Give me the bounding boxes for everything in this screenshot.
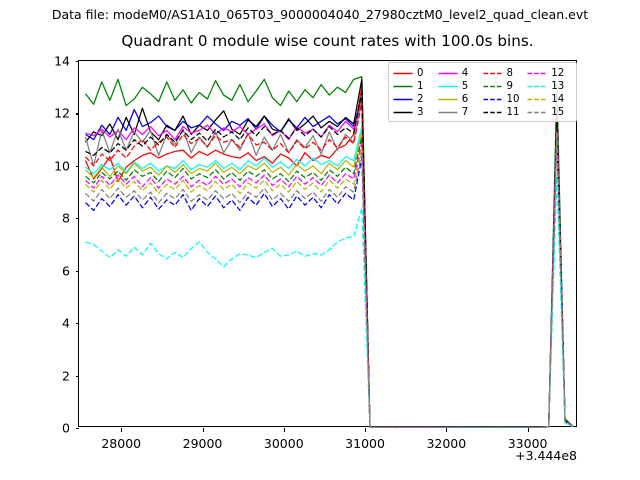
x-tick-label: 28000 <box>101 436 142 451</box>
legend-label-1: 1 <box>417 80 424 92</box>
legend-entry-1[interactable]: 1 <box>393 80 438 92</box>
y-tick-label: 10 <box>54 158 70 174</box>
y-tick-label: 0 <box>62 420 70 436</box>
series-line-10 <box>85 133 574 428</box>
series-line-13 <box>85 175 574 428</box>
y-tick-mark <box>75 165 79 167</box>
legend-entry-10[interactable]: 10 <box>483 93 528 105</box>
x-axis-offset-label: +3.444e8 <box>515 448 577 463</box>
legend-entry-2[interactable]: 2 <box>393 93 438 105</box>
legend-swatch-15 <box>527 111 547 113</box>
x-axis-ticks: 28000 29000 30000 31000 32000 33000 <box>79 428 578 468</box>
legend-swatch-14 <box>527 98 547 100</box>
y-tick-label: 12 <box>54 105 70 121</box>
y-tick-mark <box>75 323 79 325</box>
legend-label-2: 2 <box>417 93 424 105</box>
y-axis-ticks: 0 2 4 6 8 10 12 14 <box>54 54 578 436</box>
series-line-12 <box>85 129 574 428</box>
legend-swatch-11 <box>483 111 502 113</box>
x-tick-label: 30000 <box>263 436 304 451</box>
y-tick-label: 14 <box>54 53 70 69</box>
legend-label-6: 6 <box>461 93 469 105</box>
legend-label-4: 4 <box>461 67 469 79</box>
x-tick-mark <box>446 428 448 432</box>
legend-label-8: 8 <box>506 67 513 79</box>
x-tick-label: 33000 <box>507 436 548 451</box>
y-tick-label: 6 <box>62 263 70 279</box>
legend-swatch-3 <box>393 111 413 113</box>
legend-swatch-9 <box>483 85 502 87</box>
legend-entry-5[interactable]: 5 <box>438 80 483 92</box>
x-tick-mark <box>283 428 285 432</box>
legend-swatch-2 <box>393 98 413 100</box>
y-tick-mark <box>75 218 79 220</box>
legend-grid: 0 1 2 3 4 5 6 7 8 9 10 11 12 13 14 15 <box>393 67 572 118</box>
legend-label-7: 7 <box>461 106 469 118</box>
legend-swatch-4 <box>438 72 458 74</box>
legend-label-15: 15 <box>551 106 565 118</box>
legend-entry-6[interactable]: 6 <box>438 93 483 105</box>
legend-label-13: 13 <box>551 80 565 92</box>
legend-label-10: 10 <box>506 93 520 105</box>
legend-label-9: 9 <box>506 80 513 92</box>
legend-label-14: 14 <box>551 93 565 105</box>
legend-swatch-8 <box>483 72 502 74</box>
plot-lines-svg <box>84 76 574 428</box>
x-tick-mark <box>121 428 123 432</box>
y-tick-label: 4 <box>62 315 70 331</box>
legend-entry-14[interactable]: 14 <box>527 93 572 105</box>
y-tick-mark <box>75 61 79 63</box>
x-tick-label: 31000 <box>345 436 385 451</box>
legend-entry-4[interactable]: 4 <box>438 67 483 79</box>
legend-entry-7[interactable]: 7 <box>438 106 483 118</box>
y-tick-mark <box>75 375 79 377</box>
series-line-15 <box>85 136 574 428</box>
legend-entry-3[interactable]: 3 <box>393 106 438 118</box>
legend-entry-15[interactable]: 15 <box>527 106 572 118</box>
legend-swatch-1 <box>393 85 413 87</box>
x-tick-label: 29000 <box>182 436 223 451</box>
legend-swatch-13 <box>527 85 547 87</box>
legend-entry-0[interactable]: 0 <box>393 67 438 79</box>
series-line-14 <box>85 132 574 428</box>
x-tick-mark <box>527 428 529 432</box>
data-file-label: Data file: modeM0/AS1A10_065T03_90000040… <box>51 7 589 22</box>
y-tick-label: 8 <box>62 210 70 226</box>
y-tick-label: 2 <box>62 368 70 384</box>
legend-label-5: 5 <box>461 80 469 92</box>
legend-entry-8[interactable]: 8 <box>483 67 528 79</box>
legend-swatch-6 <box>438 98 458 100</box>
legend-swatch-7 <box>438 111 458 113</box>
legend-label-12: 12 <box>551 67 565 79</box>
legend-entry-11[interactable]: 11 <box>483 106 528 118</box>
legend-swatch-12 <box>527 72 547 74</box>
x-tick-mark <box>202 428 204 432</box>
legend-entry-9[interactable]: 9 <box>483 80 528 92</box>
y-tick-mark <box>75 270 79 272</box>
legend-swatch-10 <box>483 98 502 100</box>
legend-entry-13[interactable]: 13 <box>527 80 572 92</box>
x-tick-mark <box>365 428 367 432</box>
legend[interactable]: 0 1 2 3 4 5 6 7 8 9 10 11 12 13 14 15 <box>388 62 577 122</box>
y-tick-mark <box>75 113 79 115</box>
legend-swatch-5 <box>438 85 458 87</box>
chart-title: Quadrant 0 module wise count rates with … <box>121 32 534 50</box>
legend-label-3: 3 <box>417 106 424 118</box>
y-tick-mark <box>75 428 79 430</box>
legend-swatch-0 <box>393 72 413 74</box>
x-tick-label: 32000 <box>426 436 467 451</box>
legend-label-11: 11 <box>506 106 520 118</box>
legend-label-0: 0 <box>417 67 424 79</box>
legend-entry-12[interactable]: 12 <box>527 67 572 79</box>
